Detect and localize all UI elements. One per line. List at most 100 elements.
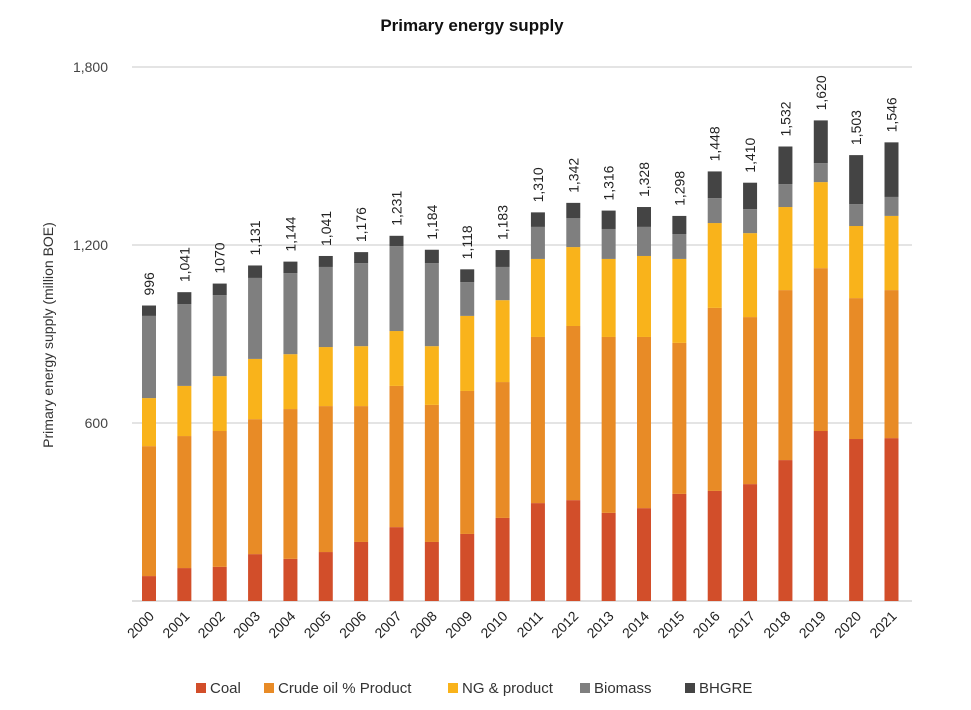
bar-segment-biomass-2019 [813,163,828,183]
bar-segment-bhgre-2005 [318,255,333,267]
bar-stack-2021 [884,142,899,601]
bar-segment-ng-product-2009 [460,315,475,391]
bar-segment-crude-oil-product-2009 [460,390,475,534]
total-label: 1,310 [530,167,546,202]
bar-segment-coal-2015 [672,493,687,601]
y-axis-label: Primary energy supply (million BOE) [40,222,56,448]
bar-segment-bhgre-2002 [212,283,227,296]
bar-segment-biomass-2004 [283,273,298,355]
legend-swatch [196,683,206,693]
bar-segment-bhgre-2015 [672,215,687,235]
bar-stack-2010 [495,250,510,601]
total-label: 1,184 [424,204,440,239]
total-label: 1,183 [495,205,511,240]
x-tick-label: 2016 [689,608,722,641]
bar-segment-coal-2018 [778,460,793,601]
total-label: 1,176 [353,207,369,242]
bar-segment-ng-product-2007 [389,331,404,386]
bar-segment-crude-oil-product-2018 [778,290,793,461]
total-labels: 996 1,041 1070 1,131 1,144 1,041 1,176 1,231 1,1… [141,75,900,295]
bar-segment-coal-2012 [566,500,581,601]
bar-segment-coal-2021 [884,438,899,601]
bar-segment-ng-product-2018 [778,207,793,291]
bar-segment-bhgre-2011 [530,212,545,227]
bar-segment-coal-2020 [849,439,864,601]
bar-segment-biomass-2017 [743,209,758,234]
total-label: 1,041 [318,211,334,246]
bars [142,120,899,601]
bar-segment-coal-2019 [813,431,828,601]
x-tick-label: 2012 [548,608,581,641]
bar-stack-2005 [318,255,333,601]
bar-segment-biomass-2003 [248,277,263,359]
bar-segment-biomass-2009 [460,282,475,316]
bar-stack-2019 [813,120,828,601]
total-label: 1,231 [389,191,405,226]
bar-segment-crude-oil-product-2019 [813,268,828,432]
bar-segment-biomass-2006 [354,263,369,347]
x-tick-label: 2019 [796,608,829,641]
x-tick-label: 2001 [159,608,192,641]
bar-segment-bhgre-2019 [813,120,828,164]
bar-segment-biomass-2011 [530,226,545,259]
bar-segment-biomass-2021 [884,196,899,216]
bar-stack-2006 [354,252,369,601]
bar-segment-bhgre-2014 [637,207,651,227]
total-label: 1,532 [777,101,793,136]
x-tick-label: 2005 [301,608,334,641]
x-tick-label: 2013 [583,608,616,641]
total-label: 1,298 [671,171,687,206]
bar-segment-ng-product-2002 [212,376,227,432]
y-tick-label: 1,800 [73,59,108,75]
total-label: 1,041 [176,247,192,282]
bar-stack-2014 [637,207,651,601]
bar-segment-biomass-2008 [424,263,439,347]
bar-segment-crude-oil-product-2001 [177,436,192,569]
bar-segment-crude-oil-product-2000 [142,446,156,577]
bar-segment-ng-product-2001 [177,385,192,437]
bar-segment-ng-product-2003 [248,358,263,420]
bar-segment-crude-oil-product-2002 [212,431,227,567]
bar-segment-ng-product-2013 [601,258,616,337]
x-tick-label: 2008 [407,608,440,641]
bar-segment-bhgre-2013 [601,210,616,229]
bar-segment-bhgre-2012 [566,202,581,219]
legend-item-crude-oil-product: Crude oil % Product [264,680,412,697]
total-label: 1,620 [813,75,829,110]
bar-segment-biomass-2001 [177,304,192,386]
bar-segment-ng-product-2004 [283,354,298,410]
x-tick-label: 2006 [336,608,369,641]
bar-segment-crude-oil-product-2003 [248,419,263,555]
x-tick-label: 2009 [442,608,475,641]
bar-segment-bhgre-2020 [849,155,864,205]
bar-segment-crude-oil-product-2020 [849,298,864,440]
bar-segment-crude-oil-product-2004 [283,409,298,559]
x-tick-label: 2017 [725,608,758,641]
bar-segment-ng-product-2011 [530,258,545,337]
bar-segment-crude-oil-product-2008 [424,404,439,542]
total-label: 1,546 [884,97,900,132]
bar-stack-2017 [743,182,758,601]
x-tick-label: 2018 [760,608,793,641]
bar-segment-bhgre-2018 [778,146,793,185]
bar-segment-biomass-2000 [142,315,156,399]
bar-segment-bhgre-2016 [707,171,722,199]
total-label: 1,118 [459,225,475,259]
bar-segment-crude-oil-product-2014 [637,336,651,509]
total-label: 1,503 [848,110,864,145]
bar-stack-2004 [283,261,298,601]
bar-stack-2016 [707,171,722,601]
bar-segment-biomass-2007 [389,246,404,332]
bar-stack-2011 [530,212,545,601]
bar-segment-bhgre-2000 [142,305,156,316]
total-label: 1,410 [742,137,758,172]
legend-item-coal: Coal [196,680,241,697]
bar-segment-biomass-2012 [566,218,581,248]
y-axis-ticks: 600 1,200 1,800 [73,59,108,431]
bar-segment-ng-product-2016 [707,223,722,308]
legend-swatch [264,683,274,693]
y-tick-label: 1,200 [73,237,108,253]
legend-label: Crude oil % Product [278,680,412,697]
bar-segment-biomass-2010 [495,266,510,301]
